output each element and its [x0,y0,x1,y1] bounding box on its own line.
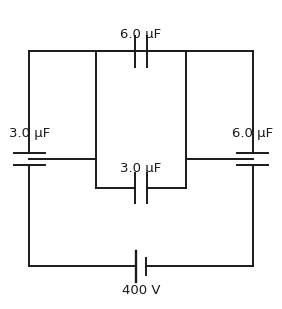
Text: 3.0 μF: 3.0 μF [9,127,50,140]
Text: 400 V: 400 V [122,284,160,297]
Text: 6.0 μF: 6.0 μF [232,127,273,140]
Text: 6.0 μF: 6.0 μF [120,28,162,41]
Text: 3.0 μF: 3.0 μF [120,162,162,175]
